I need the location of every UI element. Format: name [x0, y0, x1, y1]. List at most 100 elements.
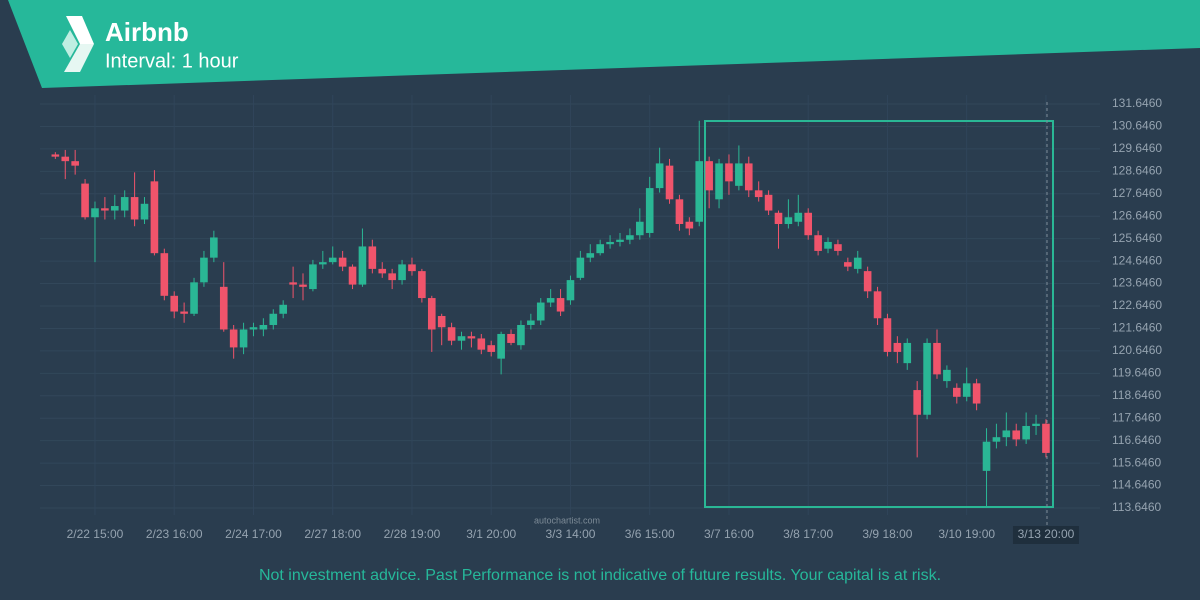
y-tick-label: 120.6460: [1112, 343, 1162, 357]
candle-body: [754, 190, 763, 198]
candle-body: [289, 282, 297, 285]
candle-body: [358, 246, 367, 285]
candle-body: [675, 199, 684, 224]
candle-body: [239, 329, 248, 348]
candle-body: [705, 161, 713, 191]
x-tick-label: 3/8 17:00: [783, 527, 833, 541]
candle-body: [477, 338, 486, 350]
candle-body: [873, 291, 882, 319]
y-tick-label: 113.6460: [1112, 500, 1161, 514]
candle-body: [140, 203, 149, 220]
y-tick-label: 128.6460: [1112, 164, 1162, 178]
candle-body: [923, 342, 931, 415]
disclaimer: Not investment advice. Past Performance …: [259, 567, 941, 584]
candle-body: [120, 197, 129, 211]
candle-body: [507, 333, 515, 343]
y-tick-label: 130.6460: [1112, 119, 1162, 133]
candle-body: [1042, 423, 1050, 453]
candle-body: [735, 163, 743, 186]
header-banner: [8, 0, 1200, 88]
candle-body: [844, 262, 852, 267]
axis-labels: 113.6460 114.6460 115.6460 116.6460 117.6460…: [67, 96, 1162, 544]
candle-body: [655, 163, 664, 189]
candle-body: [774, 212, 783, 224]
y-tick-label: 124.6460: [1112, 253, 1162, 267]
candle-body: [566, 280, 575, 301]
candle-body: [834, 244, 842, 251]
candle-body: [497, 333, 505, 359]
candle-body: [447, 327, 456, 341]
candle-body: [418, 271, 426, 299]
x-tick-label: 2/24 17:00: [225, 527, 282, 541]
x-tick-label: 3/7 16:00: [704, 527, 754, 541]
candle-body: [71, 161, 79, 166]
candle-body: [536, 302, 545, 321]
y-tick-label: 123.6460: [1112, 276, 1162, 290]
candle-body: [1032, 423, 1040, 426]
candle-body: [665, 165, 674, 200]
y-tick-label: 114.6460: [1112, 478, 1161, 492]
candle-body: [200, 257, 208, 283]
candle-body: [398, 264, 406, 281]
candle-body: [319, 262, 327, 265]
candle-body: [368, 246, 377, 269]
candle-body: [784, 217, 793, 224]
candle-body: [269, 313, 278, 325]
x-tick-label: 2/27 18:00: [304, 527, 361, 541]
candle-body: [219, 286, 228, 330]
y-tick-label: 127.6460: [1112, 186, 1162, 200]
logo-upper: [66, 16, 94, 44]
candle-body: [1002, 430, 1011, 438]
candle-body: [725, 163, 733, 182]
candle-body: [190, 282, 198, 314]
candle-body: [764, 194, 773, 211]
candle-body: [576, 257, 585, 278]
candle-body: [160, 253, 169, 296]
candle-body: [636, 221, 644, 236]
candle-body: [101, 208, 109, 211]
candle-body: [427, 298, 436, 330]
candle-body: [853, 257, 862, 269]
candle-body: [517, 324, 525, 346]
y-tick-label: 131.6460: [1112, 96, 1162, 110]
watermark: autochartist.com: [534, 515, 600, 525]
candle-body: [299, 284, 307, 287]
y-tick-label: 119.6460: [1112, 365, 1161, 379]
candle-body: [982, 441, 991, 471]
x-tick-label: 3/9 18:00: [862, 527, 912, 541]
y-tick-label: 129.6460: [1112, 141, 1162, 155]
candle-body: [943, 369, 951, 382]
candle-body: [348, 266, 357, 285]
logo-lower: [64, 44, 94, 72]
candle-body: [933, 342, 941, 375]
candle-body: [279, 304, 287, 314]
candle-body: [328, 257, 337, 263]
candle-body: [913, 390, 921, 415]
candle-body: [91, 208, 99, 218]
candle-body: [388, 273, 396, 281]
y-tick-label: 116.6460: [1112, 433, 1161, 447]
candle-body: [962, 383, 971, 397]
y-tick-label: 121.6460: [1112, 321, 1162, 335]
candle-body: [408, 264, 416, 272]
candle-body: [893, 342, 902, 352]
candle-body: [51, 154, 60, 157]
candle-body: [457, 336, 466, 341]
candle-body: [804, 212, 813, 236]
x-tick-label: 3/6 15:00: [625, 527, 675, 541]
y-tick-label: 118.6460: [1112, 388, 1161, 402]
candle-body: [645, 188, 654, 233]
candle-body: [824, 241, 832, 249]
candle-body: [437, 316, 446, 328]
x-tick-label: 3/10 19:00: [938, 527, 995, 541]
candle-body: [546, 298, 555, 303]
candle-body: [378, 268, 387, 274]
x-tick-label: 2/23 16:00: [146, 527, 203, 541]
candle-body: [61, 156, 70, 162]
grid: [40, 95, 1100, 515]
candle-body: [309, 264, 317, 290]
candle-body: [467, 336, 476, 339]
